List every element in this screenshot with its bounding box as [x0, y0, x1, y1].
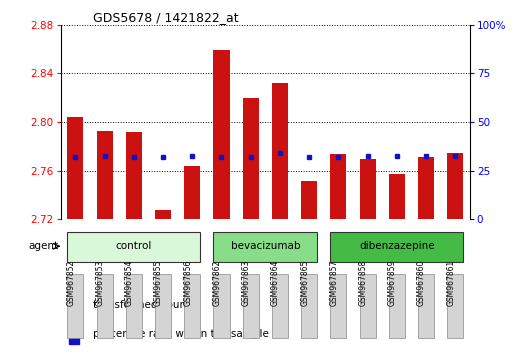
Text: GSM967862: GSM967862: [212, 260, 221, 306]
Text: GSM967860: GSM967860: [417, 260, 426, 306]
FancyBboxPatch shape: [301, 274, 317, 338]
FancyBboxPatch shape: [155, 274, 171, 338]
Bar: [243, 98, 259, 219]
Text: control: control: [116, 241, 152, 251]
Bar: [213, 50, 230, 219]
Text: GDS5678 / 1421822_at: GDS5678 / 1421822_at: [93, 11, 239, 24]
Bar: [155, 210, 171, 219]
Bar: [67, 117, 83, 219]
Bar: [418, 158, 434, 219]
FancyBboxPatch shape: [360, 274, 375, 338]
Text: GSM967861: GSM967861: [446, 260, 455, 306]
Bar: [331, 154, 346, 219]
Text: GSM967855: GSM967855: [154, 260, 163, 306]
Bar: [272, 83, 288, 219]
Text: percentile rank within the sample: percentile rank within the sample: [93, 329, 269, 339]
FancyBboxPatch shape: [272, 274, 288, 338]
FancyBboxPatch shape: [389, 274, 405, 338]
FancyBboxPatch shape: [97, 274, 112, 338]
Text: GSM967859: GSM967859: [388, 260, 397, 306]
Bar: [126, 132, 142, 219]
Text: dibenzazepine: dibenzazepine: [359, 241, 435, 251]
FancyBboxPatch shape: [184, 274, 200, 338]
Text: GSM967863: GSM967863: [242, 260, 251, 306]
FancyBboxPatch shape: [331, 274, 346, 338]
Text: GSM967864: GSM967864: [271, 260, 280, 306]
Bar: [69, 324, 79, 344]
Text: GSM967854: GSM967854: [125, 260, 134, 306]
Text: agent: agent: [29, 241, 59, 251]
Bar: [360, 159, 375, 219]
FancyBboxPatch shape: [447, 274, 464, 338]
FancyBboxPatch shape: [126, 274, 142, 338]
Text: GSM967852: GSM967852: [67, 260, 76, 306]
Text: GSM967865: GSM967865: [300, 260, 309, 306]
FancyBboxPatch shape: [67, 232, 200, 262]
FancyBboxPatch shape: [243, 274, 259, 338]
Text: GSM967858: GSM967858: [359, 260, 367, 306]
FancyBboxPatch shape: [67, 274, 83, 338]
Bar: [389, 175, 405, 219]
Text: transformed count: transformed count: [93, 300, 191, 310]
Text: GSM967856: GSM967856: [183, 260, 192, 306]
FancyBboxPatch shape: [331, 232, 464, 262]
Bar: [97, 131, 112, 219]
FancyBboxPatch shape: [213, 232, 317, 262]
FancyBboxPatch shape: [418, 274, 434, 338]
Text: bevacizumab: bevacizumab: [231, 241, 300, 251]
Text: GSM967853: GSM967853: [96, 260, 105, 306]
Text: GSM967857: GSM967857: [329, 260, 338, 306]
Bar: [69, 295, 79, 315]
Bar: [301, 181, 317, 219]
FancyBboxPatch shape: [213, 274, 230, 338]
Bar: [184, 166, 200, 219]
Bar: [447, 153, 464, 219]
